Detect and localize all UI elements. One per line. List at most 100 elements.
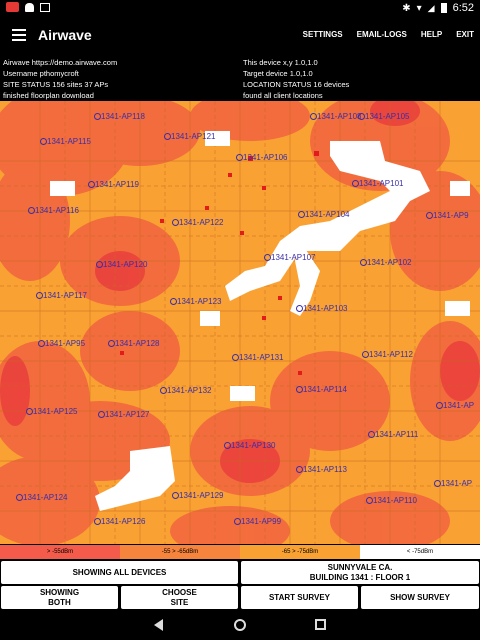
app-notification-icon — [6, 2, 19, 12]
building-floor: BUILDING 1341 : FLOOR 1 — [309, 572, 411, 582]
ap-dot-icon — [362, 351, 369, 359]
ap-dot-icon — [296, 466, 303, 474]
recent-apps-icon[interactable] — [315, 619, 326, 630]
ap-dot-icon — [108, 340, 115, 348]
ap-marker[interactable]: 1341-AP129 — [172, 491, 223, 500]
signal-icon: ◢ — [427, 2, 435, 13]
show-survey-button[interactable]: SHOW SURVEY — [361, 586, 479, 609]
ap-marker[interactable]: 1341-AP110 — [366, 496, 417, 505]
ap-marker[interactable]: 1341-AP102 — [360, 258, 411, 267]
ap-dot-icon — [160, 387, 167, 395]
ap-marker[interactable]: 1341-AP — [436, 401, 474, 410]
server-line: Airwave https://demo.airwave.com — [3, 58, 118, 67]
app-title: Airwave — [38, 27, 92, 43]
clock: 6:52 — [452, 2, 474, 14]
ap-dot-icon — [38, 340, 45, 348]
ap-dot-icon — [310, 113, 317, 121]
ap-dot-icon — [434, 480, 441, 488]
ap-marker[interactable]: 1341-AP132 — [160, 386, 211, 395]
wifi-icon: ▾ — [416, 2, 422, 14]
ap-marker[interactable]: 1341-AP118 — [94, 112, 145, 121]
ap-marker[interactable]: 1341-AP112 — [362, 350, 413, 359]
ap-marker[interactable]: 1341-AP124 — [16, 493, 67, 502]
ap-marker[interactable]: 1341-AP105 — [358, 112, 409, 121]
ap-dot-icon — [164, 133, 171, 141]
ap-marker[interactable]: 1341-AP127 — [98, 410, 149, 419]
start-survey-button[interactable]: START SURVEY — [241, 586, 358, 609]
ap-marker[interactable]: 1341-AP9 — [426, 211, 469, 220]
ap-marker[interactable]: 1341-AP123 — [170, 297, 221, 306]
ap-dot-icon — [368, 431, 375, 439]
ap-marker[interactable]: 1341-AP107 — [264, 253, 315, 262]
ap-marker[interactable]: 1341-AP121 — [164, 132, 215, 141]
ap-marker[interactable]: 1341-AP — [434, 479, 472, 488]
ap-dot-icon — [426, 212, 433, 220]
ap-marker[interactable]: 1341-AP101 — [352, 179, 403, 188]
ap-dot-icon — [40, 138, 47, 146]
heatmap-floorplan[interactable]: 1341-AP118 1341-AP115 1341-AP121 1341-AP… — [0, 101, 480, 544]
ap-dot-icon — [358, 113, 365, 121]
control-panel: SHOWING ALL DEVICES SUNNYVALE CA. BUILDI… — [0, 559, 480, 610]
ap-marker[interactable]: 1341-AP111 — [368, 430, 418, 439]
ap-marker[interactable]: 1341-AP115 — [40, 137, 91, 146]
ap-marker[interactable]: 1341-AP122 — [172, 218, 223, 227]
ap-dot-icon — [436, 402, 443, 410]
site-name: SUNNYVALE CA. — [327, 562, 393, 572]
showing-both-button[interactable]: SHOWING BOTH — [1, 586, 118, 609]
ap-dot-icon — [26, 408, 33, 416]
legend-fair: -65 > -75dBm — [240, 545, 360, 559]
legend-strong: > -55dBm — [0, 545, 120, 559]
ap-marker[interactable]: 1341-AP120 — [96, 260, 147, 269]
ap-marker[interactable]: 1341-AP114 — [296, 385, 347, 394]
ap-marker[interactable]: 1341-AP126 — [94, 517, 145, 526]
email-logs-action[interactable]: EMAIL-LOGS — [356, 30, 407, 39]
username-line: Username pthomycroft — [3, 69, 79, 78]
ap-marker[interactable]: 1341-AP116 — [28, 206, 79, 215]
ap-marker[interactable]: 1341-AP99 — [234, 517, 281, 526]
ap-marker[interactable]: 1341-AP95 — [38, 339, 85, 348]
device-xy-line: This device x,y 1.0,1.0 — [243, 58, 318, 67]
choose-site-button[interactable]: CHOOSE SITE — [121, 586, 238, 609]
ap-dot-icon — [94, 518, 101, 526]
ap-dot-icon — [94, 113, 101, 121]
ap-marker[interactable]: 1341-AP106 — [236, 153, 287, 162]
legend-weak: < -75dBm — [360, 545, 480, 559]
menu-icon[interactable] — [12, 29, 26, 41]
ap-dot-icon — [296, 386, 303, 394]
bluetooth-icon: ✱ — [402, 2, 411, 14]
ap-marker[interactable]: 1341-AP103 — [296, 304, 347, 313]
ap-marker[interactable]: 1341-AP113 — [296, 465, 347, 474]
client-locations-line: found all client locations — [243, 91, 323, 100]
showing-all-devices-button[interactable]: SHOWING ALL DEVICES — [1, 561, 238, 584]
ap-marker[interactable]: 1341-AP104 — [298, 210, 349, 219]
settings-action[interactable]: SETTINGS — [302, 30, 343, 39]
back-icon[interactable] — [154, 619, 163, 631]
ap-dot-icon — [96, 261, 103, 269]
info-panel: Airwave https://demo.airwave.com Usernam… — [0, 55, 480, 101]
ap-dot-icon — [234, 518, 241, 526]
ap-dot-icon — [264, 254, 271, 262]
ap-dot-icon — [360, 259, 367, 267]
ap-dot-icon — [28, 207, 35, 215]
home-icon[interactable] — [234, 619, 246, 631]
android-icon — [25, 2, 34, 12]
target-device-line: Target device 1.0,1.0 — [243, 69, 313, 78]
ap-dot-icon — [88, 181, 95, 189]
ap-marker[interactable]: 1341-AP119 — [88, 180, 139, 189]
ap-marker[interactable]: 1341-AP128 — [108, 339, 159, 348]
ap-dot-icon — [296, 305, 303, 313]
ap-marker[interactable]: 1341-AP125 — [26, 407, 77, 416]
ap-marker[interactable]: 1341-AP117 — [36, 291, 87, 300]
ap-dot-icon — [170, 298, 177, 306]
ap-dot-icon — [366, 497, 373, 505]
location-status-line: LOCATION STATUS 16 devices — [243, 80, 350, 89]
ap-dot-icon — [232, 354, 239, 362]
site-info-button[interactable]: SUNNYVALE CA. BUILDING 1341 : FLOOR 1 — [241, 561, 479, 584]
legend-good: -55 > -65dBm — [120, 545, 240, 559]
help-action[interactable]: HELP — [420, 30, 443, 39]
ap-marker[interactable]: 1341-AP108 — [310, 112, 361, 121]
ap-dot-icon — [16, 494, 23, 502]
ap-marker[interactable]: 1341-AP131 — [232, 353, 283, 362]
ap-marker[interactable]: 1341-AP130 — [224, 441, 275, 450]
exit-action[interactable]: EXIT — [456, 30, 474, 39]
